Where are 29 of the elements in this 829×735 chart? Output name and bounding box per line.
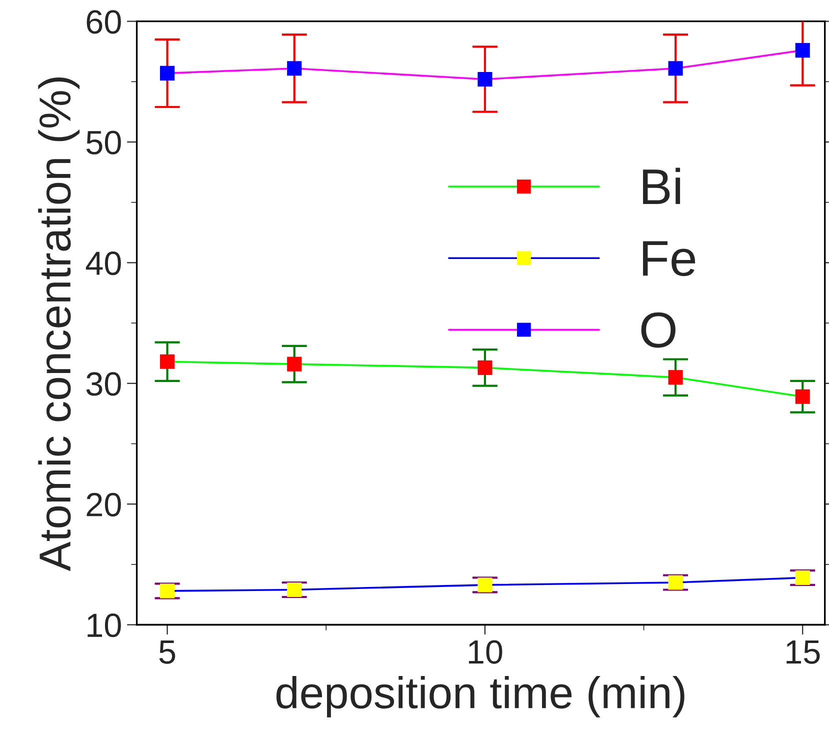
- point: [287, 61, 302, 76]
- point: [478, 360, 492, 375]
- point: [160, 354, 175, 369]
- y-tick-label: 20: [86, 492, 121, 516]
- point: [795, 570, 810, 585]
- point: [668, 575, 683, 590]
- legend-label: Bi: [643, 168, 680, 204]
- point: [795, 42, 810, 58]
- y-axis-title: Atomic concentration (%): [38, 78, 80, 572]
- legend-label: Fe: [643, 241, 696, 276]
- point: [478, 578, 492, 592]
- y-tick-label: 60: [86, 10, 121, 34]
- point: [160, 584, 175, 598]
- x-tick-label: 5: [159, 640, 176, 664]
- y-tick-label: 50: [86, 130, 121, 154]
- point: [668, 370, 683, 385]
- point: [668, 61, 683, 76]
- point: [287, 582, 302, 598]
- point: [795, 389, 810, 404]
- point: [160, 66, 175, 80]
- point: [478, 72, 492, 87]
- legend-label: O: [641, 312, 676, 348]
- y-tick-label: 10: [88, 614, 121, 638]
- point: [287, 356, 302, 372]
- x-axis-title: deposition time (min): [276, 676, 684, 718]
- y-tick-label: 30: [86, 372, 121, 396]
- x-tick-label: 15: [786, 640, 820, 664]
- y-tick-label: 40: [86, 251, 121, 276]
- x-tick-label: 10: [468, 640, 502, 664]
